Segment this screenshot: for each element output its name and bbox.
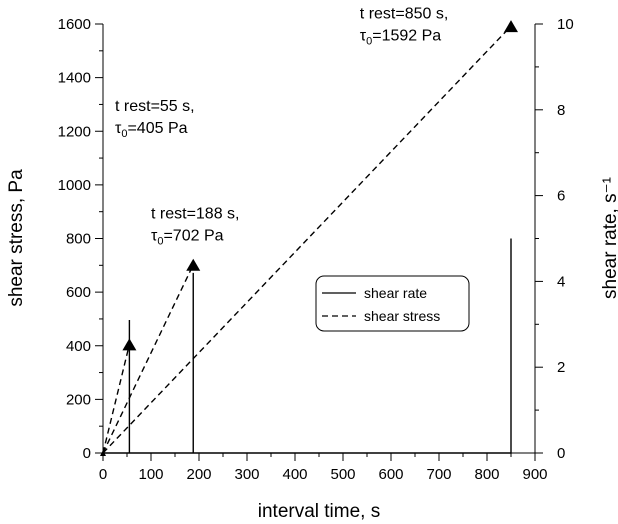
legend-label-shear-rate: shear rate — [364, 285, 427, 301]
markers — [122, 20, 518, 351]
x-tick-label: 800 — [474, 466, 499, 483]
annotation-trest: t rest=850 s, — [360, 6, 449, 23]
y-left-tick-label: 0 — [83, 445, 91, 462]
y-left-tick-label: 800 — [66, 231, 91, 248]
y-right-tick-label: 10 — [557, 16, 574, 33]
tau-value: =702 Pa — [163, 227, 223, 244]
series-shear-stress-line — [102, 264, 194, 454]
tau-value: =1592 Pa — [372, 28, 441, 45]
x-tick-label: 300 — [234, 466, 259, 483]
tau-symbol: τ — [151, 227, 158, 244]
x-tick-label: 600 — [378, 466, 403, 483]
y-right-tick-label: 0 — [557, 445, 565, 462]
x-tick-label: 700 — [426, 466, 451, 483]
x-tick-label: 100 — [138, 466, 163, 483]
legend-box — [315, 275, 470, 332]
y-left-tick-label: 1000 — [58, 177, 91, 194]
y-right-tick-label: 8 — [557, 102, 565, 119]
y-left-tick-label: 200 — [66, 391, 91, 408]
x-tick-label: 200 — [186, 466, 211, 483]
y-left-tick-label: 1600 — [58, 16, 91, 33]
x-axis-title: interval time, s — [258, 501, 380, 522]
x-tick-label: 400 — [282, 466, 307, 483]
tau-symbol: τ — [115, 120, 122, 137]
y-left-tick-label: 1200 — [58, 123, 91, 140]
tau-value: =405 Pa — [127, 120, 187, 137]
y-right-tick-label: 2 — [557, 359, 565, 376]
tick-labels: 0 100 200 300 400 500 600 700 800 900020040060080… — [58, 16, 574, 483]
annotations: t rest=55 s,τ0=405 Pat rest=188 s,τ0=702… — [115, 6, 448, 248]
tau-subscript: 0 — [366, 36, 372, 48]
data-point-marker — [504, 20, 518, 33]
annotation-trest: t rest=55 s, — [115, 98, 195, 115]
legend: shear rate shear stress — [315, 275, 470, 332]
series-layer — [100, 25, 512, 456]
tau-subscript: 0 — [157, 235, 163, 247]
annotation-trest: t rest=188 s, — [151, 205, 240, 222]
tau-subscript: 0 — [121, 128, 127, 140]
legend-label-shear-stress: shear stress — [364, 308, 440, 324]
annotation-tau: τ0=405 Pa — [115, 120, 188, 140]
x-tick-label: 900 — [522, 466, 547, 483]
y-right-tick-label: 4 — [557, 273, 565, 290]
y-left-tick-label: 400 — [66, 338, 91, 355]
origin-marker — [100, 450, 106, 456]
y-left-axis-title: shear stress, Pa — [6, 169, 27, 307]
y-left-tick-label: 600 — [66, 284, 91, 301]
x-tick-label: 500 — [330, 466, 355, 483]
annotation-tau: τ0=1592 Pa — [360, 28, 442, 48]
data-point-marker — [186, 258, 201, 271]
x-tick-label: 0 — [99, 466, 107, 483]
series-shear-rate-line — [103, 238, 512, 454]
y-right-tick-label: 6 — [557, 188, 565, 205]
y-right-axis-title: shear rate, s⁻¹ — [600, 177, 618, 299]
y-left-tick-label: 1400 — [58, 70, 91, 87]
series-shear-stress-line — [102, 25, 512, 454]
tau-symbol: τ — [360, 28, 367, 45]
series-shear-stress-line — [102, 344, 131, 454]
annotation-tau: τ0=702 Pa — [151, 227, 224, 247]
data-point-marker — [122, 338, 137, 351]
